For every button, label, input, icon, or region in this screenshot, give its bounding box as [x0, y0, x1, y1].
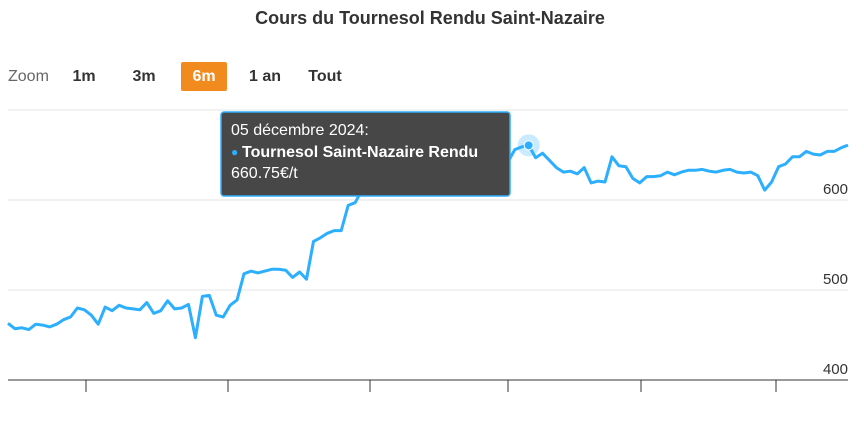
zoom-label: Zoom	[8, 68, 49, 85]
zoom-button[interactable]: 1 an	[249, 68, 281, 85]
y-tick-label: 600	[823, 181, 848, 198]
grid: 400 500 600	[8, 181, 848, 381]
hover-point	[523, 140, 534, 151]
zoom-button-label[interactable]: 1m	[72, 68, 95, 85]
range-selector: Zoom 1m 3m 6m 1 an Tout	[8, 62, 342, 91]
y-tick-label: 400	[823, 361, 848, 378]
zoom-button-label[interactable]: 1 an	[249, 68, 281, 85]
tooltip-value: 660.75€/t	[231, 165, 298, 182]
zoom-button-bg	[181, 62, 227, 91]
zoom-button[interactable]: 3m	[132, 68, 155, 85]
tooltip-bullet: ●	[231, 145, 238, 159]
x-axis	[8, 379, 848, 392]
zoom-button[interactable]: Tout	[308, 68, 342, 85]
y-tick-label: 500	[823, 271, 848, 288]
zoom-button-label[interactable]: 3m	[132, 68, 155, 85]
tooltip-series: Tournesol Saint-Nazaire Rendu	[242, 144, 478, 161]
zoom-button[interactable]: 6m	[181, 62, 227, 91]
zoom-button[interactable]: 1m	[72, 68, 95, 85]
zoom-button-label[interactable]: Tout	[308, 68, 342, 85]
tooltip-box	[220, 111, 511, 197]
tooltip: 05 décembre 2024: ● Tournesol Saint-Nazair…	[220, 111, 511, 197]
tooltip-title: 05 décembre 2024:	[231, 122, 369, 139]
zoom-button-label[interactable]: 6m	[192, 68, 215, 85]
chart-title: Cours du Tournesol Rendu Saint-Nazaire	[255, 8, 605, 28]
